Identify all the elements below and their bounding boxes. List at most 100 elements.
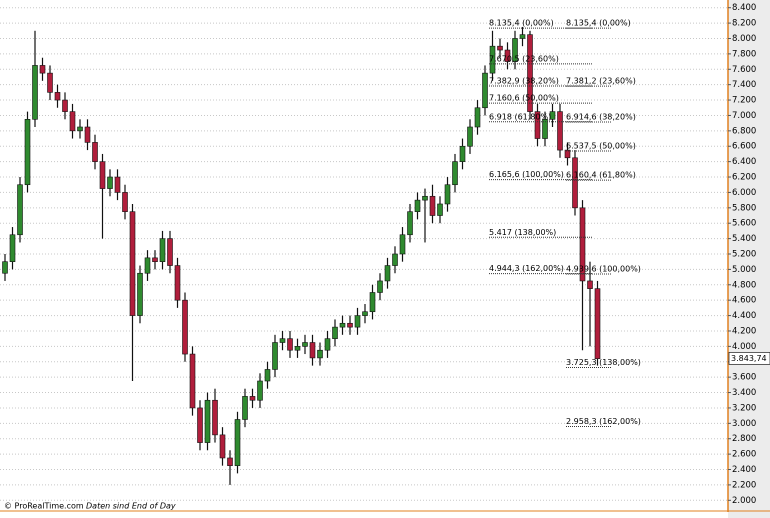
candle-body <box>594 288 601 359</box>
candle-body <box>197 407 203 443</box>
candle-body <box>294 346 301 351</box>
candle-body <box>309 342 316 359</box>
candle-body <box>167 238 173 266</box>
y-tick-label: 5.800 <box>732 203 756 213</box>
candle-body <box>257 380 263 401</box>
candle-body <box>384 265 391 282</box>
candle-body <box>437 203 443 216</box>
y-tick-label: 6.400 <box>732 157 756 167</box>
fib-label: 7.382,9 (38,20%) <box>489 76 559 85</box>
fib-label: 8.135,4 (0,00%) <box>489 19 554 28</box>
candle-body <box>99 161 106 189</box>
candle-body <box>452 161 458 186</box>
footer-source: © ProRealTime.com <box>4 502 84 511</box>
candle-body <box>489 45 496 74</box>
fib-label: 5.417 (138,00%) <box>489 228 556 237</box>
candle-body <box>362 311 368 316</box>
candle-body <box>129 211 136 316</box>
candle-body <box>512 38 518 62</box>
candle-body <box>212 399 218 436</box>
y-tick-label: 5.000 <box>732 265 756 275</box>
candle-body <box>92 142 98 162</box>
y-tick-label: 2.800 <box>732 434 756 444</box>
fib-label: 6.914,6 (38,20%) <box>566 113 636 122</box>
candle-body <box>534 111 541 139</box>
y-tick-label: 6.600 <box>732 142 756 152</box>
candle-body <box>459 145 466 162</box>
candle-body <box>279 338 286 343</box>
y-tick-label: 4.800 <box>732 280 756 290</box>
y-tick-label: 7.400 <box>732 80 756 90</box>
candle-body <box>444 184 451 205</box>
y-tick-label: 3.200 <box>732 403 756 413</box>
footer-note: Daten sind End of Day <box>86 502 176 511</box>
candle-body <box>182 299 188 355</box>
candle-body <box>54 92 61 101</box>
fib-label: 7.670,5 (23,60%) <box>489 54 559 63</box>
candle-body <box>504 49 511 62</box>
y-tick-label: 5.400 <box>732 234 756 244</box>
candle-body <box>527 34 533 112</box>
y-tick-label: 4.200 <box>732 326 756 336</box>
fib-label: 7.160,6 (50,00%) <box>489 94 559 103</box>
last-price-label: 3.843,74 <box>731 354 767 363</box>
last-price-box <box>728 351 770 365</box>
candle-body <box>467 126 473 147</box>
y-tick-label: 8.000 <box>732 34 756 44</box>
candle-body <box>287 338 293 351</box>
candle-body <box>9 234 16 262</box>
fib-label: 4.939,6 (100,00%) <box>566 265 641 274</box>
candle-body <box>32 65 38 120</box>
y-tick-label: 2.600 <box>732 450 756 460</box>
fib-label: 8.135,4 (0,00%) <box>566 19 631 28</box>
fib-label: 6.918 (61,80%) <box>489 112 551 121</box>
y-tick-label: 5.600 <box>732 219 756 229</box>
candle-body <box>369 292 376 313</box>
y-tick-label: 8.400 <box>732 3 756 13</box>
axis-panel <box>728 0 770 518</box>
y-tick-label: 8.200 <box>732 19 756 29</box>
candle-body <box>107 176 113 189</box>
y-tick-label: 4.600 <box>732 296 756 306</box>
candle-body <box>234 419 241 466</box>
fib-label: 6.537,5 (50,00%) <box>566 142 636 151</box>
y-tick-label: 7.200 <box>732 96 756 106</box>
candle-body <box>564 149 571 159</box>
y-tick-label: 3.600 <box>732 373 756 383</box>
candle-body <box>122 192 128 212</box>
candle-body <box>219 434 226 459</box>
candle-body <box>414 199 421 212</box>
candle-body <box>317 349 323 359</box>
candle-body <box>242 396 248 420</box>
candle-body <box>174 265 181 301</box>
fib-label: 6.165,6 (100,00%) <box>489 170 564 179</box>
candle-body <box>17 184 23 236</box>
fib-label: 6.160,4 (61,80%) <box>566 171 636 180</box>
fib-label: 3.725,3 (138,00%) <box>566 358 641 367</box>
candle-body <box>144 257 151 274</box>
candle-body <box>579 207 586 282</box>
candle-body <box>24 119 31 186</box>
y-tick-label: 6.800 <box>732 126 756 136</box>
candle-body <box>587 280 593 289</box>
y-tick-label: 3.000 <box>732 419 756 429</box>
candle-body <box>482 72 488 109</box>
y-tick-label: 4.400 <box>732 311 756 321</box>
candle-body <box>557 111 563 151</box>
y-tick-label: 7.600 <box>732 65 756 75</box>
y-tick-label: 4.000 <box>732 342 756 352</box>
candle-body <box>77 126 83 132</box>
candle-body <box>114 176 121 193</box>
candle-body <box>429 195 436 216</box>
candle-body <box>84 126 91 143</box>
candle-body <box>189 353 196 409</box>
candle-body <box>264 369 271 382</box>
candle-body <box>392 253 398 266</box>
candle-body <box>549 111 556 120</box>
y-tick-label: 2.000 <box>732 496 756 506</box>
candle-body <box>137 272 143 316</box>
candle-body <box>227 457 233 466</box>
